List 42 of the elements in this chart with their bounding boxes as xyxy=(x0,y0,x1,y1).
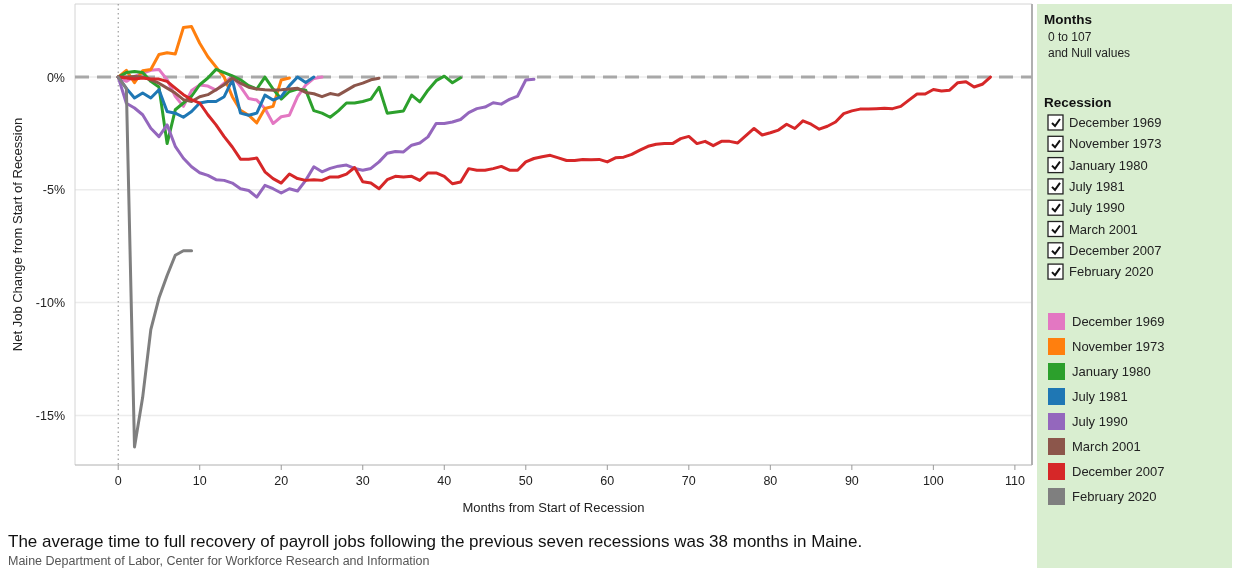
x-tick-label: 10 xyxy=(192,474,207,488)
y-tick-label: -5% xyxy=(42,183,65,198)
y-tick-label: -10% xyxy=(35,296,65,311)
x-axis-title: Months from Start of Recession xyxy=(462,500,645,515)
line-series xyxy=(116,75,536,199)
text: Months xyxy=(1044,12,1092,27)
text: November 1973 xyxy=(1069,136,1162,152)
x-tick-label: 90 xyxy=(844,474,859,488)
x-tick-label: 0 xyxy=(114,474,122,488)
x-tick-label: 20 xyxy=(274,474,289,488)
legend-label: November 1973 xyxy=(1072,339,1165,354)
line-series xyxy=(116,75,194,449)
text: February 2020 xyxy=(1069,264,1154,280)
text: Maine Department of Labor, Center for Workforce Research and Information xyxy=(8,554,430,568)
y-axis-title: Net Job Change from Start of Recession xyxy=(10,117,25,352)
x-tick-label: 80 xyxy=(763,474,778,488)
x-tick-label: 60 xyxy=(600,474,615,488)
text: December 2007 xyxy=(1069,242,1162,258)
legend-title: Recession xyxy=(1044,95,1112,110)
x-tick-label: 70 xyxy=(681,474,696,488)
x-tick-label: 40 xyxy=(437,474,452,488)
text: July 1981 xyxy=(1069,178,1125,194)
y-tick-label: 0% xyxy=(46,70,65,85)
legend-label: December 1969 xyxy=(1072,314,1165,329)
text: December 1969 xyxy=(1069,115,1162,130)
text: and Null values xyxy=(1048,46,1131,60)
text: July 1990 xyxy=(1069,200,1125,216)
text: The average time to full recovery of payroll jobs following the previous seven recessions was 38 months in Maine. xyxy=(8,532,863,551)
text: March 2001 xyxy=(1069,221,1138,237)
text: 0 to 107 xyxy=(1048,30,1092,44)
legend-label: January 1980 xyxy=(1072,364,1151,379)
legend-label: December 2007 xyxy=(1072,464,1165,479)
legend-label: March 2001 xyxy=(1072,439,1141,454)
legend-label: February 2020 xyxy=(1072,489,1157,504)
y-tick-label: -15% xyxy=(35,408,65,423)
text: January 1980 xyxy=(1069,157,1148,173)
legend-label: July 1981 xyxy=(1072,389,1128,404)
legend-label: July 1990 xyxy=(1072,414,1128,429)
x-tick-label: 30 xyxy=(355,474,370,488)
x-tick-label: 100 xyxy=(922,474,944,488)
x-tick-label: 50 xyxy=(518,474,533,488)
x-tick-label: 110 xyxy=(1004,474,1025,488)
